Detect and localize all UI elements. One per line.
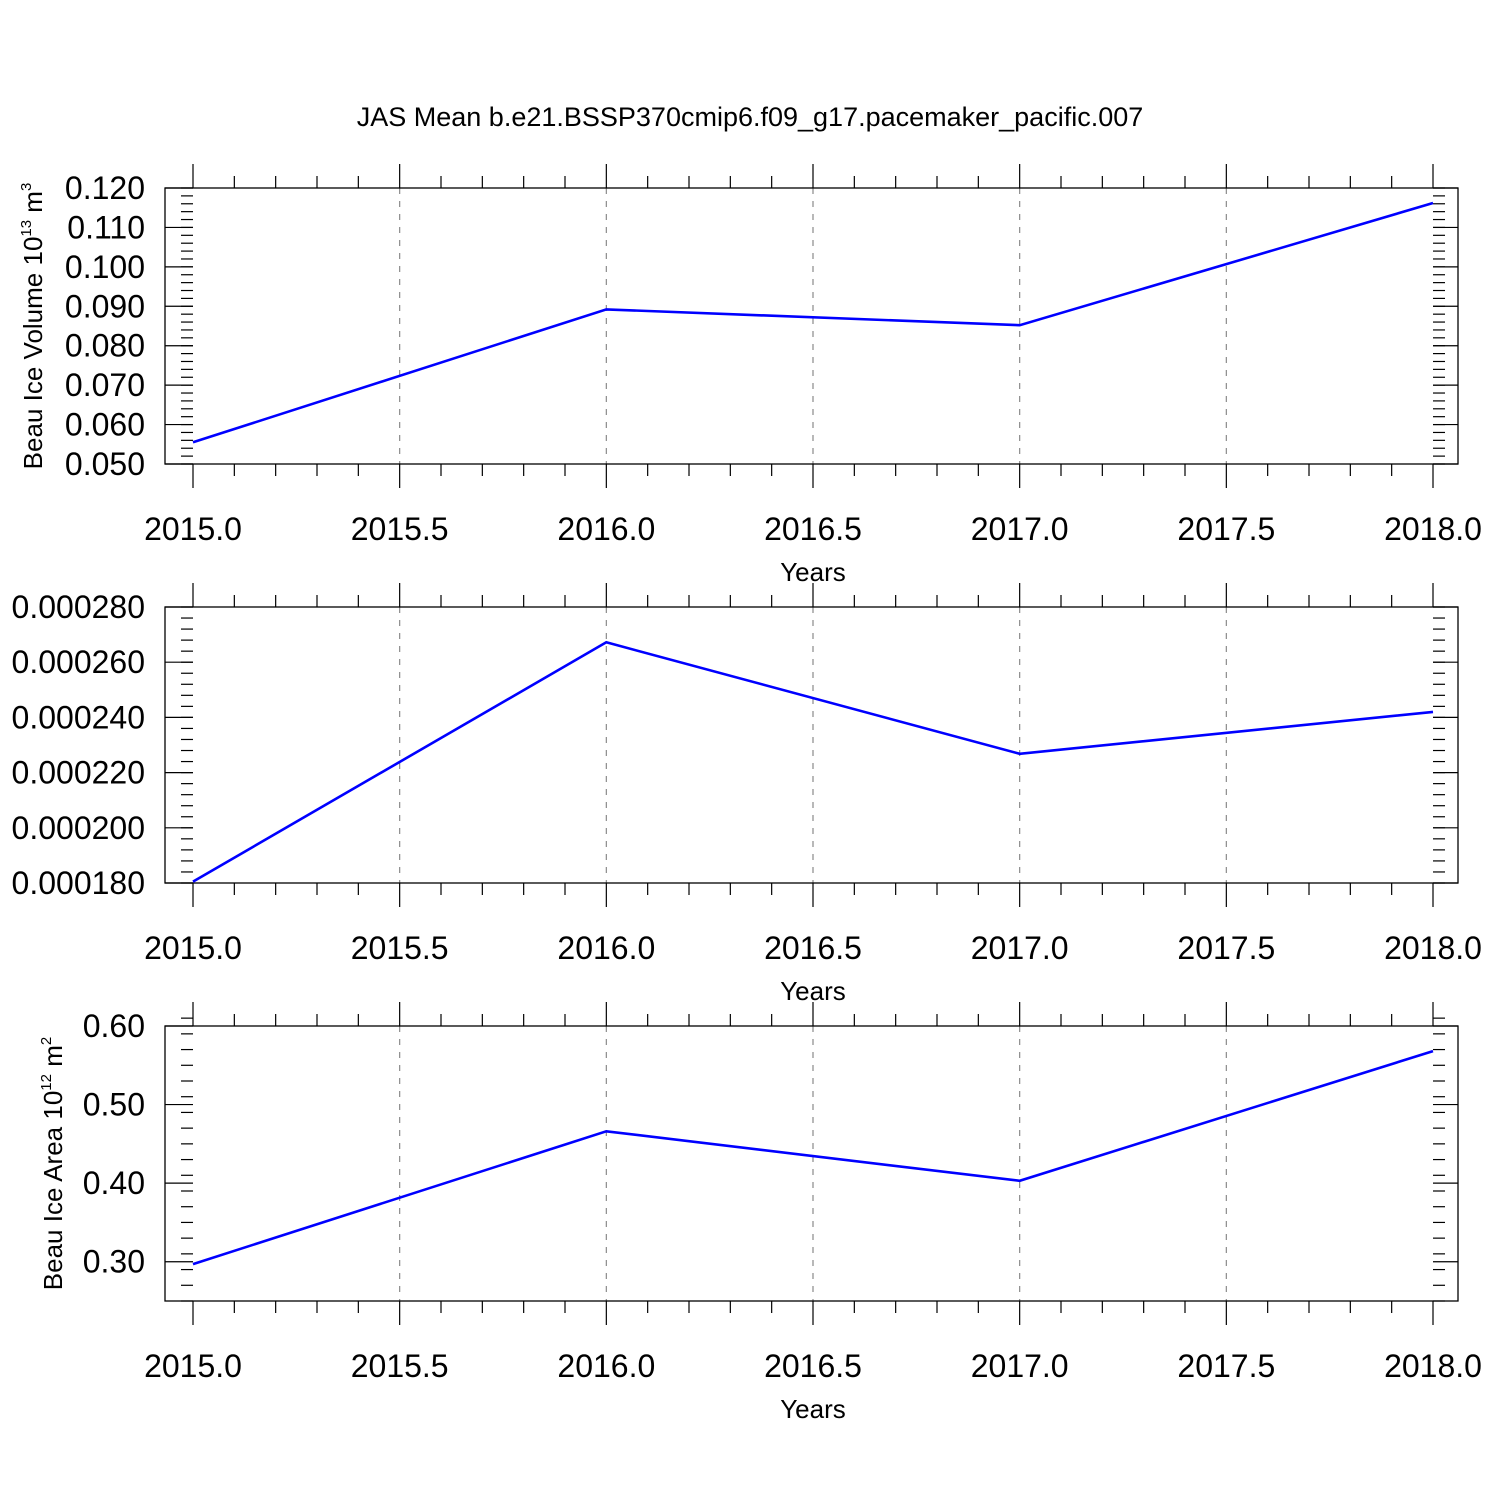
panel3-x-tick-label: 2017.0 <box>971 1348 1069 1384</box>
panel1-y-tick-label: 0.060 <box>65 407 145 443</box>
panel2-x-tick-label: 2018.0 <box>1384 930 1482 966</box>
panel2-y-tick-label: 0.000240 <box>12 699 145 735</box>
panel3-y-tick-label: 0.40 <box>83 1165 145 1201</box>
panel2-y-tick-label: 0.000260 <box>12 644 145 680</box>
panel2-y-tick-label: 0.000180 <box>12 865 145 901</box>
panel2-x-axis-label: Years <box>780 976 846 1006</box>
panel1-y-tick-label: 0.110 <box>67 209 145 245</box>
panel2-x-tick-label: 2016.0 <box>557 930 655 966</box>
panel3-x-tick-label: 2017.5 <box>1177 1348 1275 1384</box>
panel3-x-axis-label: Years <box>780 1394 846 1424</box>
panel1-x-tick-label: 2018.0 <box>1384 511 1482 547</box>
panel3-y-axis-label: Beau Ice Area 1012 m2 <box>38 1037 68 1290</box>
panel3-x-tick-label: 2018.0 <box>1384 1348 1482 1384</box>
panel3-x-tick-label: 2015.5 <box>351 1348 449 1384</box>
panel2-x-tick-label: 2016.5 <box>764 930 862 966</box>
panel1-y-tick-label: 0.120 <box>65 170 145 206</box>
panel2-y-tick-label: 0.000280 <box>12 589 145 625</box>
panel3-y-tick-label: 0.60 <box>83 1008 145 1044</box>
panel1-y-tick-label: 0.100 <box>65 249 145 285</box>
panel1-series-line <box>192 201 1434 444</box>
panel3-y-tick-label: 0.50 <box>83 1087 145 1123</box>
panel2-x-tick-label: 2017.0 <box>971 930 1069 966</box>
panel3-plot-frame <box>164 1025 1459 1302</box>
panel2-plot-frame <box>164 606 1459 884</box>
panel1-y-tick-label: 0.090 <box>65 288 145 324</box>
panel1-x-tick-label: 2017.5 <box>1177 511 1275 547</box>
panel2-x-tick-label: 2017.5 <box>1177 930 1275 966</box>
panel1-x-tick-label: 2015.5 <box>351 511 449 547</box>
panel2-x-tick-label: 2015.5 <box>351 930 449 966</box>
panel1-x-tick-label: 2016.0 <box>557 511 655 547</box>
figure-title: JAS Mean b.e21.BSSP370cmip6.f09_g17.pace… <box>357 102 1144 132</box>
panel1-y-tick-label: 0.050 <box>65 446 145 482</box>
panel1-y-tick-label: 0.080 <box>65 328 145 364</box>
panel1-y-axis-label: Beau Ice Volume 1013 m3 <box>18 183 48 470</box>
panel1-x-axis-label: Years <box>780 557 846 587</box>
panel3-y-tick-label: 0.30 <box>83 1244 145 1280</box>
panel2-series-line <box>192 640 1434 883</box>
panel3-x-tick-label: 2015.0 <box>144 1348 242 1384</box>
panel3-series-line <box>192 1049 1434 1266</box>
panel3-x-tick-label: 2016.0 <box>557 1348 655 1384</box>
panel3-x-tick-label: 2016.5 <box>764 1348 862 1384</box>
panel1-x-tick-label: 2015.0 <box>144 511 242 547</box>
panel2-x-tick-label: 2015.0 <box>144 930 242 966</box>
panel2-y-tick-label: 0.000220 <box>12 755 145 791</box>
panel2-y-tick-label: 0.000200 <box>12 810 145 846</box>
panel1-y-tick-label: 0.070 <box>65 367 145 403</box>
panel1-plot-frame <box>164 187 1459 465</box>
panel1-x-tick-label: 2017.0 <box>971 511 1069 547</box>
panel1-x-tick-label: 2016.5 <box>764 511 862 547</box>
